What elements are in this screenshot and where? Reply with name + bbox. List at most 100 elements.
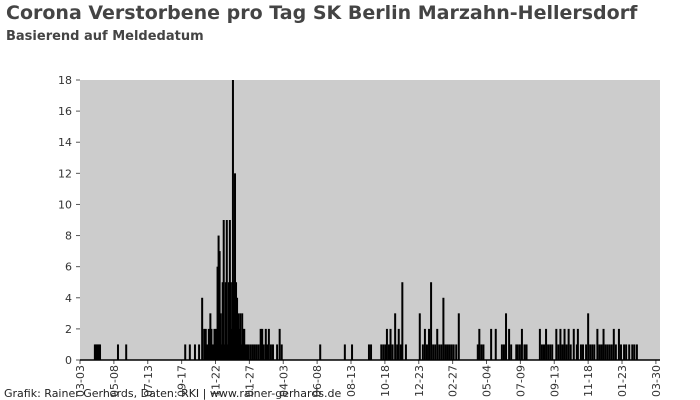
bar — [384, 344, 387, 360]
bar — [604, 344, 607, 360]
bar — [184, 344, 187, 360]
bar — [229, 282, 232, 360]
bar — [262, 344, 265, 360]
bar — [582, 344, 585, 360]
x-tick-label: 03-03 — [74, 365, 87, 397]
bar — [253, 344, 256, 360]
bar — [540, 344, 543, 360]
bar — [224, 282, 227, 360]
bar — [261, 328, 264, 360]
bar — [389, 328, 392, 360]
bar — [210, 328, 213, 360]
bar — [198, 344, 201, 360]
bar — [625, 344, 628, 360]
bar — [396, 344, 399, 360]
bar — [575, 344, 578, 360]
bar — [385, 328, 388, 360]
bar — [280, 344, 283, 360]
bar — [555, 328, 558, 360]
bar — [257, 344, 260, 360]
bar — [510, 344, 513, 360]
y-tick-label: 4 — [65, 292, 72, 305]
x-tick-label: 12-23 — [413, 365, 426, 397]
bar — [230, 328, 233, 360]
bar — [576, 328, 579, 360]
bar — [116, 344, 119, 360]
bar — [432, 344, 435, 360]
bar — [436, 328, 439, 360]
bar — [559, 328, 562, 360]
bar — [476, 344, 479, 360]
bar — [585, 344, 588, 360]
bar — [547, 344, 550, 360]
bar — [247, 344, 250, 360]
bar — [201, 297, 204, 360]
bar — [455, 344, 458, 360]
bar — [587, 313, 590, 360]
x-tick-label: 02-27 — [447, 365, 460, 397]
bar — [193, 344, 196, 360]
bar — [490, 328, 493, 360]
bar — [525, 344, 528, 360]
x-tick-label: 11-18 — [582, 365, 595, 397]
bar — [125, 344, 128, 360]
bar — [421, 344, 424, 360]
bar — [418, 313, 421, 360]
bar — [351, 344, 354, 360]
y-tick-label: 6 — [65, 261, 72, 274]
bar — [610, 344, 613, 360]
bar — [245, 344, 248, 360]
bar — [255, 344, 258, 360]
bar — [606, 344, 609, 360]
bar — [228, 220, 231, 360]
bar — [397, 328, 400, 360]
bar — [434, 344, 437, 360]
bar — [319, 344, 322, 360]
x-tick-label: 09-17 — [176, 365, 189, 397]
bar — [203, 328, 206, 360]
bar — [220, 344, 223, 360]
bar — [242, 328, 245, 360]
bar — [264, 328, 267, 360]
bar — [593, 344, 596, 360]
y-tick-label: 16 — [58, 105, 72, 118]
bar — [623, 344, 626, 360]
bar — [222, 220, 225, 360]
bar — [494, 328, 497, 360]
bar — [399, 344, 402, 360]
bar — [251, 344, 254, 360]
bar — [598, 344, 601, 360]
bar — [94, 344, 97, 360]
bar — [96, 344, 99, 360]
bar — [240, 344, 243, 360]
bar — [633, 344, 636, 360]
bar — [446, 344, 449, 360]
bar — [608, 344, 611, 360]
x-tick-label: 05-04 — [481, 365, 494, 397]
x-tick-label: 01-23 — [616, 365, 629, 397]
bar — [567, 328, 570, 360]
bar — [572, 328, 575, 360]
bar — [276, 344, 279, 360]
bar — [404, 344, 407, 360]
bar — [614, 344, 617, 360]
bar — [93, 344, 96, 360]
bar — [631, 344, 634, 360]
bar — [206, 344, 209, 360]
bar — [569, 344, 572, 360]
x-tick-label: 04-03 — [277, 365, 290, 397]
bar — [226, 344, 229, 360]
bar — [508, 328, 511, 360]
bar — [382, 344, 385, 360]
bar — [538, 328, 541, 360]
bar — [223, 344, 226, 360]
bar — [561, 344, 564, 360]
bar — [221, 282, 224, 360]
bar — [235, 282, 238, 360]
bar — [602, 328, 605, 360]
bar — [237, 313, 240, 360]
bar — [387, 344, 390, 360]
x-tick-label: 08-13 — [345, 365, 358, 397]
bar — [444, 344, 447, 360]
